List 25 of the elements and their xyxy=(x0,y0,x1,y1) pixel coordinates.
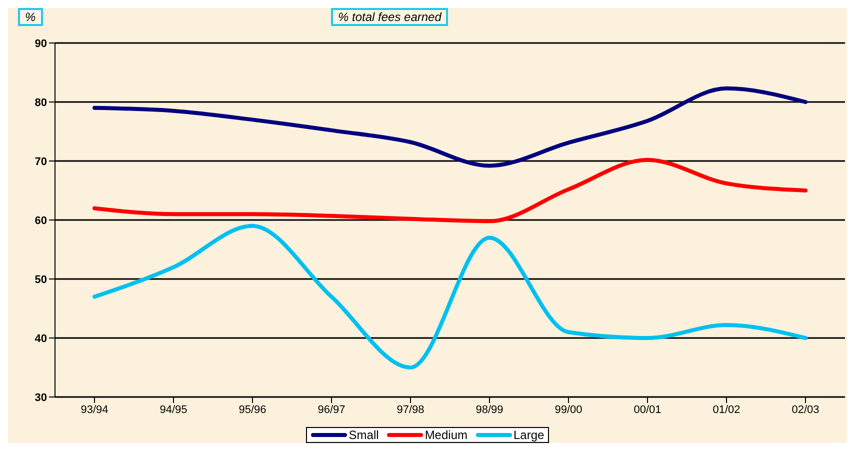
x-tick-label: 98/99 xyxy=(476,404,504,416)
chart-title: % total fees earned xyxy=(331,8,448,26)
x-tick-label: 94/95 xyxy=(160,404,188,416)
x-tick-label: 99/00 xyxy=(554,404,582,416)
x-tick-label: 97/98 xyxy=(396,404,424,416)
legend-label: Small xyxy=(348,428,379,442)
x-tick-label: 93/94 xyxy=(80,404,108,416)
y-tick-label: 60 xyxy=(34,214,47,227)
legend-label: Large xyxy=(514,428,544,442)
x-tick-label: 00/01 xyxy=(634,404,662,416)
y-tick-label: 70 xyxy=(34,156,47,168)
y-tick-label: 30 xyxy=(34,392,47,404)
y-tick-label: 40 xyxy=(34,332,47,345)
line-series xyxy=(92,224,808,370)
y-tick-label: 50 xyxy=(34,274,47,286)
legend-label: Medium xyxy=(424,428,468,442)
line-series xyxy=(92,158,808,224)
x-tick-label: 95/96 xyxy=(238,404,266,416)
y-axis-title: % xyxy=(18,8,43,26)
x-tick-label: 02/03 xyxy=(792,404,820,416)
y-tick-label: 80 xyxy=(34,96,47,109)
line-series xyxy=(92,86,808,168)
x-tick-label: 01/02 xyxy=(712,404,740,416)
x-tick-label: 96/97 xyxy=(318,404,346,416)
y-tick-label: 90 xyxy=(34,38,47,50)
